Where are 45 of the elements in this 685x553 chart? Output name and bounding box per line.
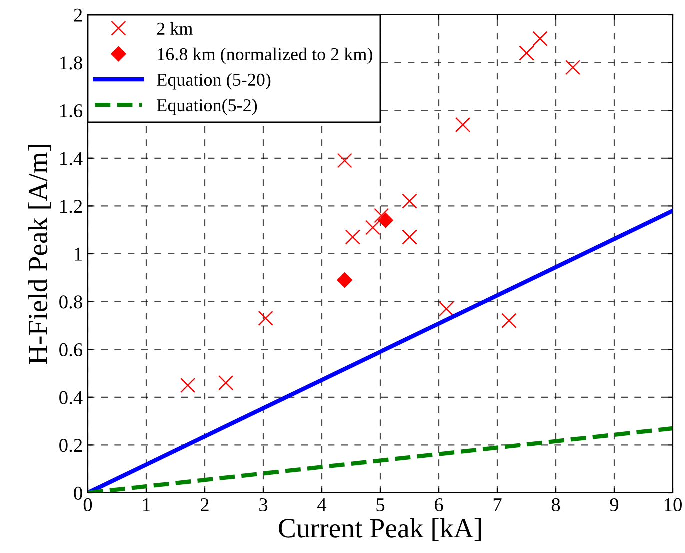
y-tick-label: 1.2 — [60, 200, 82, 214]
point — [345, 230, 361, 245]
point — [258, 310, 274, 326]
x-tick-label: 7 — [494, 498, 502, 512]
point — [402, 230, 418, 245]
x-tick-label: 8 — [552, 498, 560, 512]
x-tick-label: 1 — [143, 498, 150, 512]
point — [374, 208, 390, 224]
legend-label: 2 km — [157, 22, 193, 35]
y-tick-label: 0.2 — [60, 439, 82, 452]
point — [502, 313, 517, 328]
legend-label: 16.8 km (normalized to 2 km) — [158, 48, 372, 64]
point — [565, 60, 581, 76]
point — [378, 212, 394, 228]
y-tick-label: 1.4 — [60, 152, 83, 166]
point — [402, 194, 418, 209]
point — [180, 378, 196, 394]
legend-label: Equation (5-20) — [157, 73, 271, 90]
y-tick-label: 1.6 — [60, 104, 83, 118]
y-tick-label: 1 — [75, 248, 82, 261]
point — [519, 46, 534, 61]
point — [337, 272, 352, 288]
point — [337, 153, 352, 168]
x-tick-label: 4 — [318, 498, 327, 512]
x-tick-label: 5 — [376, 498, 385, 512]
legend-label: Equation(5-2) — [157, 98, 258, 116]
point — [532, 31, 548, 46]
y-tick-label: 1.8 — [60, 56, 82, 70]
point — [218, 375, 234, 391]
x-tick-label: 9 — [610, 498, 619, 512]
y-tick-label: 0 — [74, 486, 82, 500]
x-tick-label: 6 — [434, 498, 444, 512]
point — [365, 220, 380, 236]
point — [455, 117, 471, 133]
x-tick-label: 3 — [260, 498, 268, 512]
y-tick-label: 0.6 — [60, 343, 83, 357]
x-tick-label: 2 — [200, 498, 209, 512]
y-axis-title: H-Field Peak [A/m] — [28, 144, 52, 364]
x-tick-label: 0 — [84, 498, 92, 512]
y-tick-label: 0.8 — [60, 296, 82, 309]
x-axis-title: Current Peak [kA] — [279, 518, 482, 542]
x-tick-label: 10 — [664, 498, 682, 512]
y-tick-label: 0.4 — [60, 391, 83, 404]
y-tick-label: 2 — [74, 8, 82, 22]
point — [439, 301, 454, 317]
